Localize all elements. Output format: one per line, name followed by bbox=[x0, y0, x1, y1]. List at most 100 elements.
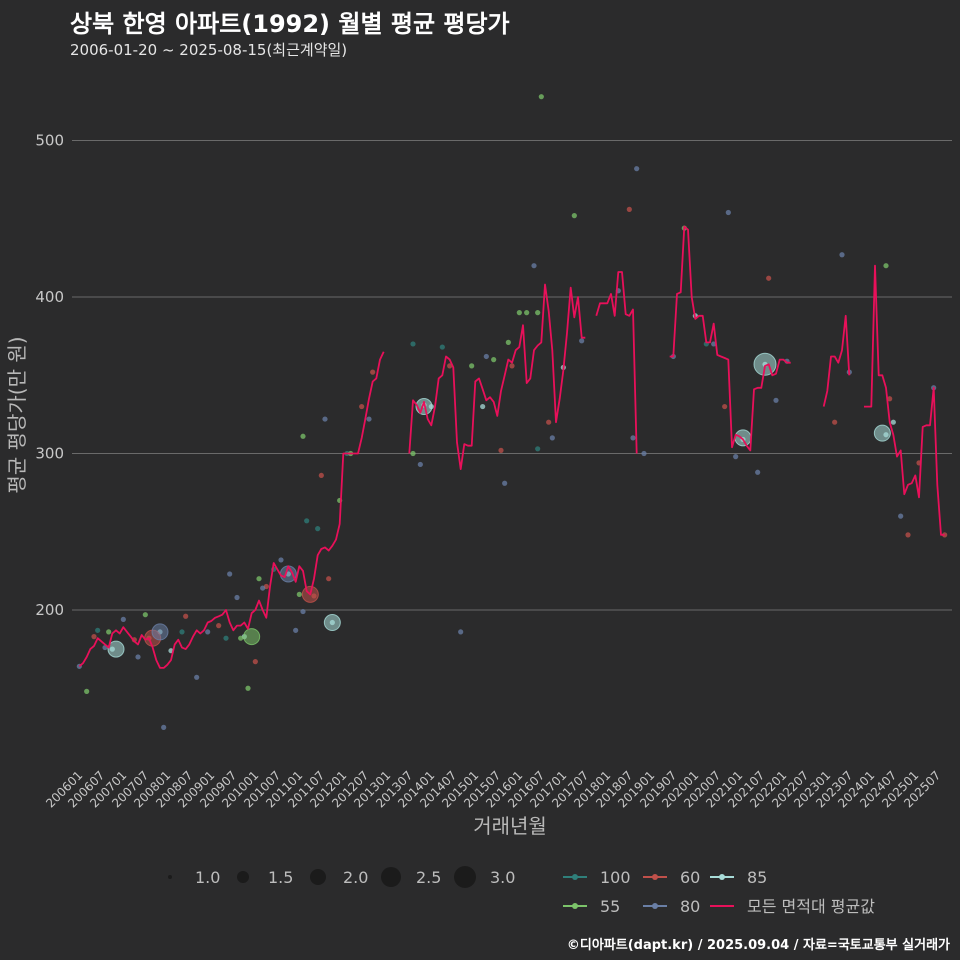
scatter-point-60 bbox=[722, 403, 728, 410]
average-price-line bbox=[595, 271, 638, 454]
legend-key-marker bbox=[652, 874, 658, 880]
scatter-bubble bbox=[873, 424, 891, 442]
scatter-point-55 bbox=[524, 310, 530, 316]
scatter-point-55 bbox=[883, 263, 889, 269]
scatter-point-60 bbox=[766, 275, 772, 281]
legend-series-label: 모든 면적대 평균값 bbox=[747, 897, 875, 916]
scatter-point-100 bbox=[95, 627, 101, 633]
scatter-point-60 bbox=[326, 576, 332, 582]
scatter-point-80 bbox=[549, 435, 555, 441]
scatter-point-60 bbox=[498, 447, 504, 453]
scatter-point-80 bbox=[630, 435, 636, 441]
legend-size-label: 1.0 bbox=[195, 868, 220, 887]
scatter-point-80 bbox=[120, 616, 126, 622]
scatter-point-80 bbox=[135, 654, 141, 660]
scatter-point-60 bbox=[183, 613, 189, 619]
legend-key-marker bbox=[572, 903, 578, 909]
scatter-point-85 bbox=[480, 403, 486, 410]
legend-series-label: 55 bbox=[600, 897, 620, 916]
scatter-point-100 bbox=[179, 629, 185, 635]
legend-series-label: 60 bbox=[680, 868, 700, 887]
scatter-point-55 bbox=[84, 688, 90, 694]
legend-size-marker bbox=[168, 875, 172, 879]
scatter-point-60 bbox=[91, 634, 97, 640]
scatter-point-100 bbox=[223, 635, 229, 641]
scatter-point-60 bbox=[905, 532, 911, 538]
scatter-point-60 bbox=[509, 363, 515, 369]
scatter-bubble bbox=[323, 614, 341, 632]
line-layer bbox=[78, 225, 945, 669]
scatter-point-55 bbox=[538, 94, 544, 100]
scatter-point-55 bbox=[410, 450, 416, 457]
scatter-point-100 bbox=[439, 344, 445, 350]
scatter-point-60 bbox=[887, 396, 893, 402]
legend-size-marker bbox=[454, 866, 476, 888]
scatter-point-80 bbox=[278, 557, 284, 563]
legend-series-label: 100 bbox=[600, 868, 631, 887]
average-price-line bbox=[669, 225, 791, 452]
scatter-point-55 bbox=[256, 576, 262, 582]
scatter-point-55 bbox=[535, 310, 541, 316]
scatter-point-55 bbox=[516, 310, 522, 316]
scatter-point-60 bbox=[216, 623, 222, 629]
scatter-point-80 bbox=[322, 416, 328, 422]
chart-title: 상북 한영 아파트(1992) 월별 평균 평당가 bbox=[70, 10, 510, 38]
scatter-point-60 bbox=[546, 419, 552, 425]
scatter-point-80 bbox=[300, 608, 306, 615]
scatter-point-55 bbox=[300, 433, 306, 439]
legend-size-label: 2.5 bbox=[416, 868, 441, 887]
y-tick-label: 300 bbox=[35, 445, 64, 463]
scatter-point-80 bbox=[161, 724, 167, 730]
scatter-point-60 bbox=[447, 363, 453, 369]
scatter-point-85 bbox=[890, 419, 896, 425]
average-price-line bbox=[408, 283, 586, 470]
scatter-point-60 bbox=[318, 472, 324, 479]
scatter-point-55 bbox=[296, 591, 302, 597]
scatter-point-55 bbox=[571, 213, 577, 219]
scatter-point-80 bbox=[898, 513, 904, 519]
scatter-point-80 bbox=[227, 571, 233, 577]
scatter-point-80 bbox=[839, 252, 845, 258]
legend-size-marker bbox=[310, 869, 326, 885]
x-axis-ticks: 2006012006072007012007072008012008072009… bbox=[43, 768, 943, 810]
scatter-layer bbox=[76, 94, 948, 730]
scatter-bubble bbox=[753, 352, 777, 376]
scatter-point-80 bbox=[733, 454, 739, 460]
legend-series-label: 85 bbox=[747, 868, 767, 887]
scatter-point-80 bbox=[755, 469, 761, 475]
legend-size-label: 1.5 bbox=[268, 868, 293, 887]
y-axis-label: 평균 평당가(만 원) bbox=[5, 336, 29, 493]
scatter-point-80 bbox=[634, 166, 640, 172]
scatter-bubble bbox=[107, 640, 125, 658]
chart-subtitle: 2006-01-20 ~ 2025-08-15(최근계약일) bbox=[70, 41, 348, 59]
scatter-point-80 bbox=[711, 341, 717, 347]
average-price-line bbox=[78, 351, 385, 669]
scatter-bubble bbox=[151, 623, 169, 641]
scatter-point-80 bbox=[773, 397, 779, 403]
scatter-point-55 bbox=[491, 357, 497, 363]
scatter-point-100 bbox=[304, 518, 310, 524]
scatter-point-80 bbox=[725, 209, 731, 216]
scatter-point-60 bbox=[252, 659, 258, 665]
scatter-point-55 bbox=[469, 363, 475, 369]
scatter-point-80 bbox=[366, 416, 372, 422]
scatter-point-60 bbox=[832, 419, 838, 425]
scatter-point-100 bbox=[410, 341, 416, 347]
average-price-line bbox=[822, 314, 851, 407]
legend: 1.0 1.5 2.0 2.5 3.0 100 60 85 55 80 모든 면적대 평균값 bbox=[168, 866, 875, 916]
y-tick-label: 200 bbox=[35, 601, 64, 619]
y-axis-ticks: 200 300 400 500 bbox=[35, 132, 64, 620]
scatter-point-80 bbox=[205, 629, 211, 635]
scatter-point-80 bbox=[260, 585, 266, 591]
scatter-point-55 bbox=[245, 685, 251, 691]
scatter-point-80 bbox=[641, 450, 647, 457]
scatter-point-80 bbox=[483, 353, 489, 360]
scatter-point-100 bbox=[315, 526, 321, 532]
legend-size-label: 2.0 bbox=[343, 868, 368, 887]
scatter-point-55 bbox=[505, 339, 511, 345]
scatter-point-60 bbox=[359, 403, 365, 410]
scatter-bubble bbox=[243, 628, 261, 646]
scatter-point-55 bbox=[142, 612, 148, 618]
x-axis-label: 거래년월 bbox=[473, 814, 547, 838]
